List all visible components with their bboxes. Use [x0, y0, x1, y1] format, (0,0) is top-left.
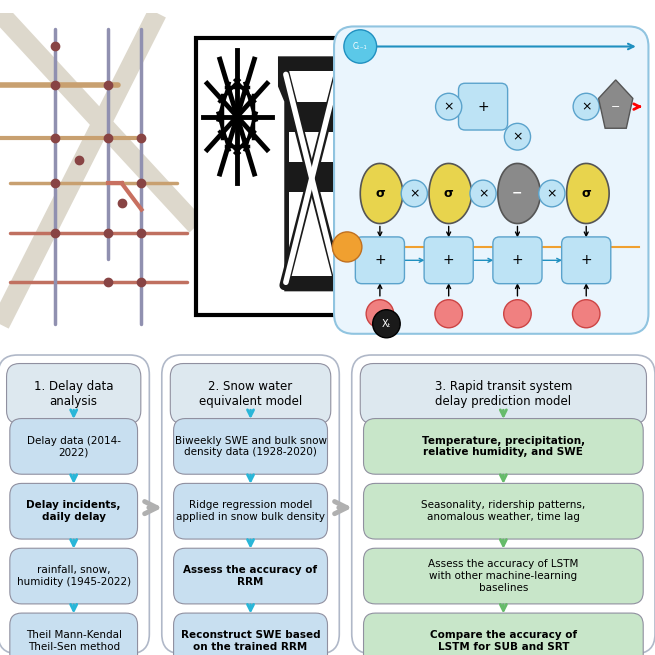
- Text: Assess the accuracy of LSTM
with other machine-learning
baselines: Assess the accuracy of LSTM with other m…: [428, 559, 578, 593]
- Bar: [289, 102, 333, 132]
- Circle shape: [401, 180, 428, 207]
- Text: Temperature, precipitation,
relative humidity, and SWE: Temperature, precipitation, relative hum…: [422, 436, 585, 457]
- Text: Compare the accuracy of
LSTM for SUB and SRT: Compare the accuracy of LSTM for SUB and…: [430, 630, 577, 652]
- Text: Cₜ₋₁: Cₜ₋₁: [353, 42, 367, 51]
- Text: 2. Snow water
equivalent model: 2. Snow water equivalent model: [199, 380, 302, 407]
- FancyBboxPatch shape: [364, 548, 643, 604]
- Text: ×: ×: [512, 130, 523, 143]
- Text: Assess the accuracy of
RRM: Assess the accuracy of RRM: [183, 565, 318, 587]
- Text: +: +: [580, 253, 592, 267]
- FancyBboxPatch shape: [10, 613, 138, 655]
- Text: Biweekly SWE and bulk snow
density data (1928-2020): Biweekly SWE and bulk snow density data …: [174, 436, 327, 457]
- Text: Theil Mann-Kendal
Theil-Sen method: Theil Mann-Kendal Theil-Sen method: [26, 630, 122, 652]
- FancyBboxPatch shape: [562, 237, 610, 284]
- FancyBboxPatch shape: [334, 26, 648, 334]
- Circle shape: [504, 300, 531, 328]
- Text: Delay incidents,
daily delay: Delay incidents, daily delay: [26, 500, 121, 522]
- Text: 1. Delay data
analysis: 1. Delay data analysis: [34, 380, 113, 407]
- FancyBboxPatch shape: [7, 364, 141, 424]
- FancyBboxPatch shape: [458, 83, 508, 130]
- Text: ×: ×: [477, 187, 489, 200]
- Text: −: −: [512, 187, 523, 200]
- FancyBboxPatch shape: [174, 419, 328, 474]
- Circle shape: [373, 310, 400, 338]
- Polygon shape: [599, 80, 633, 128]
- Text: +: +: [374, 253, 386, 267]
- Polygon shape: [360, 164, 403, 223]
- FancyBboxPatch shape: [352, 355, 655, 654]
- FancyBboxPatch shape: [174, 483, 328, 539]
- FancyBboxPatch shape: [174, 548, 328, 604]
- Circle shape: [504, 123, 531, 150]
- Text: ×: ×: [581, 100, 591, 113]
- FancyBboxPatch shape: [0, 355, 149, 654]
- FancyBboxPatch shape: [162, 355, 339, 654]
- FancyBboxPatch shape: [170, 364, 331, 424]
- Text: +: +: [443, 253, 455, 267]
- Text: ×: ×: [546, 187, 557, 200]
- Text: Delay data (2014-
2022): Delay data (2014- 2022): [27, 436, 121, 457]
- FancyBboxPatch shape: [364, 483, 643, 539]
- Text: σ: σ: [444, 187, 453, 200]
- Text: +: +: [477, 100, 489, 113]
- Bar: [289, 162, 333, 192]
- Text: σ: σ: [582, 187, 591, 200]
- Text: ×: ×: [409, 187, 420, 200]
- FancyBboxPatch shape: [355, 237, 404, 284]
- FancyBboxPatch shape: [10, 483, 138, 539]
- FancyBboxPatch shape: [360, 364, 646, 424]
- Text: σ: σ: [375, 187, 384, 200]
- Polygon shape: [429, 164, 472, 223]
- Circle shape: [344, 29, 377, 64]
- FancyBboxPatch shape: [364, 613, 643, 655]
- Polygon shape: [567, 164, 609, 223]
- Polygon shape: [278, 56, 341, 291]
- Circle shape: [573, 93, 599, 120]
- Circle shape: [435, 300, 462, 328]
- Polygon shape: [289, 71, 333, 276]
- Polygon shape: [498, 164, 540, 223]
- Text: +: +: [512, 253, 523, 267]
- Circle shape: [436, 93, 462, 120]
- Text: Xₜ: Xₜ: [382, 319, 391, 329]
- FancyBboxPatch shape: [10, 548, 138, 604]
- Text: Reconstruct SWE based
on the trained RRM: Reconstruct SWE based on the trained RRM: [181, 630, 320, 652]
- Text: Seasonality, ridership patterns,
anomalous weather, time lag: Seasonality, ridership patterns, anomalo…: [421, 500, 586, 522]
- Text: −: −: [611, 102, 620, 111]
- Text: rainfall, snow,
humidity (1945-2022): rainfall, snow, humidity (1945-2022): [16, 565, 131, 587]
- Circle shape: [572, 300, 600, 328]
- FancyBboxPatch shape: [174, 613, 328, 655]
- FancyBboxPatch shape: [493, 237, 542, 284]
- Text: 3. Rapid transit system
delay prediction model: 3. Rapid transit system delay prediction…: [435, 380, 572, 407]
- Circle shape: [538, 180, 565, 207]
- FancyBboxPatch shape: [364, 419, 643, 474]
- Text: Ridge regression model
applied in snow bulk density: Ridge regression model applied in snow b…: [176, 500, 325, 522]
- FancyBboxPatch shape: [196, 38, 341, 316]
- Text: ×: ×: [443, 100, 454, 113]
- FancyBboxPatch shape: [10, 419, 138, 474]
- FancyBboxPatch shape: [424, 237, 473, 284]
- Circle shape: [470, 180, 496, 207]
- Circle shape: [332, 232, 362, 262]
- Circle shape: [366, 300, 394, 328]
